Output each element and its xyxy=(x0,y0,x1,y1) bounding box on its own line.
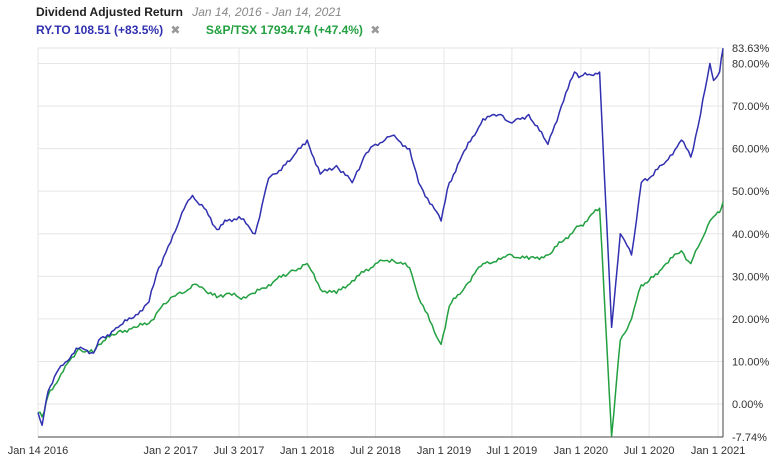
x-tick-label: Jul 1 2020 xyxy=(624,445,675,457)
close-icon[interactable]: ✖ xyxy=(370,23,381,37)
x-tick-label: Jul 3 2017 xyxy=(214,445,265,457)
y-tick-label: 10.00% xyxy=(732,356,770,368)
x-tick-label: Jan 1 2020 xyxy=(554,445,608,457)
series-line-tsx xyxy=(37,201,724,437)
x-tick-label: Jan 1 2019 xyxy=(417,445,471,457)
legend-label-tsx: S&P/TSX 17934.74 (+47.4%) xyxy=(205,23,363,37)
title-row: Dividend Adjusted Return Jan 14, 2016 - … xyxy=(36,4,402,20)
x-tick-label: Jan 2 2017 xyxy=(144,445,198,457)
close-icon[interactable]: ✖ xyxy=(170,23,181,37)
legend-item-ry: RY.TO 108.51 (+83.5%) ✖ xyxy=(36,23,184,37)
chart-title: Dividend Adjusted Return xyxy=(36,5,183,19)
x-tick-label: Jan 14 2016 xyxy=(8,445,69,457)
x-tick-label: Jul 1 2019 xyxy=(487,445,538,457)
legend-label-ry: RY.TO 108.51 (+83.5%) xyxy=(36,23,164,37)
series-line-ry xyxy=(37,48,724,427)
y-tick-label: 80.00% xyxy=(732,58,770,70)
y-tick-label: 83.63% xyxy=(732,43,770,55)
legend-item-tsx: S&P/TSX 17934.74 (+47.4%) ✖ xyxy=(206,23,381,37)
x-tick-label: Jan 1 2021 xyxy=(691,445,745,457)
y-tick-label: 50.00% xyxy=(732,186,770,198)
y-tick-label: 30.00% xyxy=(732,271,770,283)
y-tick-label: 0.00% xyxy=(732,399,763,411)
y-tick-label: -7.74% xyxy=(732,432,767,444)
y-tick-label: 70.00% xyxy=(732,101,770,113)
y-tick-label: 40.00% xyxy=(732,229,770,241)
date-range: Jan 14, 2016 - Jan 14, 2021 xyxy=(192,5,342,19)
y-tick-label: 60.00% xyxy=(732,144,770,156)
x-tick-label: Jul 2 2018 xyxy=(350,445,401,457)
x-tick-label: Jan 1 2018 xyxy=(280,445,334,457)
y-tick-label: 20.00% xyxy=(732,314,770,326)
chart-header: Dividend Adjusted Return Jan 14, 2016 - … xyxy=(36,4,402,38)
legend: RY.TO 108.51 (+83.5%) ✖ S&P/TSX 17934.74… xyxy=(36,22,402,38)
